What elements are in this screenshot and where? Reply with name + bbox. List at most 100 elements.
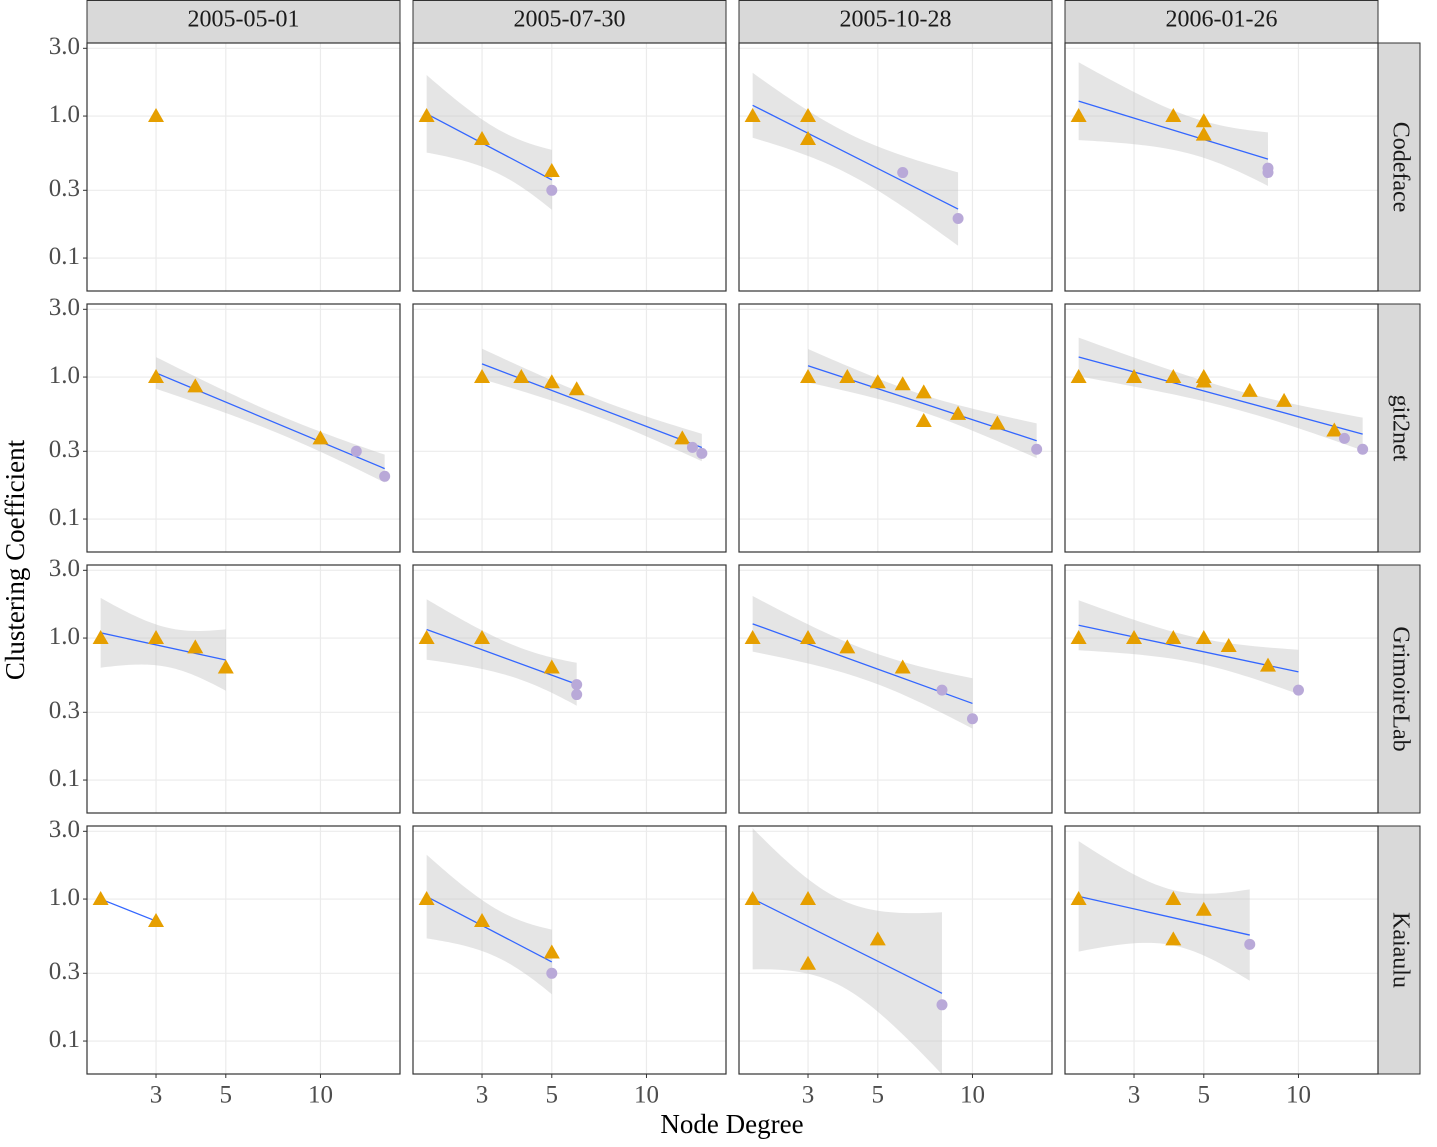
panel: [87, 826, 400, 1074]
confidence-band: [426, 75, 552, 210]
point: [800, 955, 817, 970]
panel-background: [739, 826, 1052, 1074]
confidence-band: [426, 599, 577, 706]
point: [1165, 108, 1182, 123]
column-label: 2005-05-01: [188, 7, 300, 33]
panel-border: [412, 564, 727, 814]
x-tick-label: 3: [476, 1082, 489, 1109]
confidence-band: [100, 597, 226, 691]
point: [744, 108, 761, 123]
point: [800, 369, 817, 384]
panel: [413, 304, 726, 552]
point: [1220, 637, 1237, 652]
point: [1292, 684, 1304, 696]
confidence-band: [1078, 337, 1363, 451]
point: [936, 999, 948, 1011]
strip: [86, 0, 401, 44]
point: [474, 369, 491, 384]
strip: [1377, 42, 1421, 292]
column-label: 2005-07-30: [514, 7, 626, 33]
x-tick-label: 10: [308, 1082, 333, 1109]
point: [543, 163, 560, 178]
point: [674, 430, 691, 445]
panel-background: [739, 565, 1052, 813]
panel-background: [739, 43, 1052, 291]
y-tick-label: 0.3: [49, 436, 80, 463]
point: [418, 630, 435, 645]
point: [418, 891, 435, 906]
panel-border: [1064, 564, 1379, 814]
point: [989, 415, 1006, 430]
point: [217, 659, 234, 674]
point: [1276, 392, 1293, 407]
point: [148, 369, 165, 384]
point: [312, 430, 329, 445]
point: [1195, 126, 1212, 141]
y-tick-label: 0.1: [49, 765, 80, 792]
point: [379, 470, 391, 482]
fit-line: [426, 896, 553, 963]
panel-border: [1064, 42, 1379, 292]
panel-border: [738, 564, 1053, 814]
point: [571, 679, 583, 691]
panel: [1065, 826, 1378, 1074]
point: [474, 630, 491, 645]
fit-line: [1078, 624, 1299, 673]
point: [744, 630, 761, 645]
point: [418, 108, 435, 123]
point: [568, 381, 585, 396]
y-tick-label: 0.3: [49, 175, 80, 202]
y-tick-label: 1.0: [49, 884, 80, 911]
panel: [87, 565, 400, 813]
y-tick-label: 0.1: [49, 243, 80, 270]
x-tick-label: 5: [872, 1082, 885, 1109]
panel-background: [1065, 304, 1378, 552]
point: [513, 369, 530, 384]
y-tick-label: 0.1: [49, 504, 80, 531]
point: [686, 441, 698, 453]
point: [1195, 901, 1212, 916]
strip: [1377, 564, 1421, 814]
point: [546, 184, 558, 196]
panel-border: [1064, 303, 1379, 553]
panel: [413, 565, 726, 813]
point: [936, 684, 948, 696]
point: [1262, 167, 1274, 179]
panel: [413, 43, 726, 291]
panel: [739, 43, 1052, 291]
point: [474, 130, 491, 145]
point: [1165, 369, 1182, 384]
point: [1195, 113, 1212, 128]
panel-border: [86, 303, 401, 553]
point: [1126, 630, 1143, 645]
point: [966, 713, 978, 725]
panel-background: [413, 43, 726, 291]
x-tick-label: 3: [802, 1082, 815, 1109]
point: [1338, 432, 1350, 444]
strip: [1377, 303, 1421, 553]
point: [1070, 108, 1087, 123]
y-axis-title: Clustering Coefficient: [0, 439, 30, 680]
panel-border: [412, 303, 727, 553]
column-label: 2005-10-28: [840, 7, 952, 33]
point: [1165, 630, 1182, 645]
panel-background: [1065, 43, 1378, 291]
fit-line: [1078, 895, 1250, 936]
y-tick-label: 0.3: [49, 697, 80, 724]
point: [950, 405, 967, 420]
confidence-band: [1078, 62, 1268, 186]
confidence-band: [752, 828, 942, 1074]
panel: [87, 304, 400, 552]
point: [148, 913, 165, 928]
row-label: Kaiaulu: [1387, 912, 1413, 988]
y-tick-label: 1.0: [49, 101, 80, 128]
point: [187, 378, 204, 393]
row-label: Codeface: [1387, 122, 1413, 213]
point: [897, 167, 909, 179]
panel-border: [738, 303, 1053, 553]
confidence-band: [1078, 600, 1299, 695]
panel: [1065, 565, 1378, 813]
point: [1070, 891, 1087, 906]
